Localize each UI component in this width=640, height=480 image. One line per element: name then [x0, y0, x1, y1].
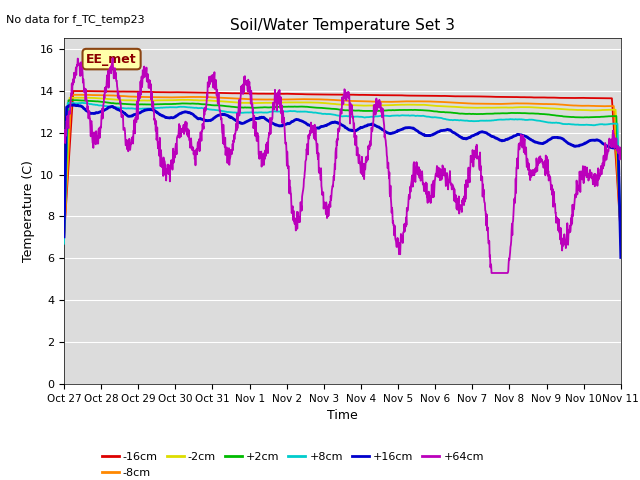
Title: Soil/Water Temperature Set 3: Soil/Water Temperature Set 3 [230, 18, 455, 33]
Y-axis label: Temperature (C): Temperature (C) [22, 160, 35, 262]
Text: No data for f_TC_temp23: No data for f_TC_temp23 [6, 14, 145, 25]
Text: EE_met: EE_met [86, 53, 137, 66]
X-axis label: Time: Time [327, 409, 358, 422]
Legend: -16cm, -8cm, -2cm, +2cm, +8cm, +16cm, +64cm: -16cm, -8cm, -2cm, +2cm, +8cm, +16cm, +6… [97, 448, 488, 480]
